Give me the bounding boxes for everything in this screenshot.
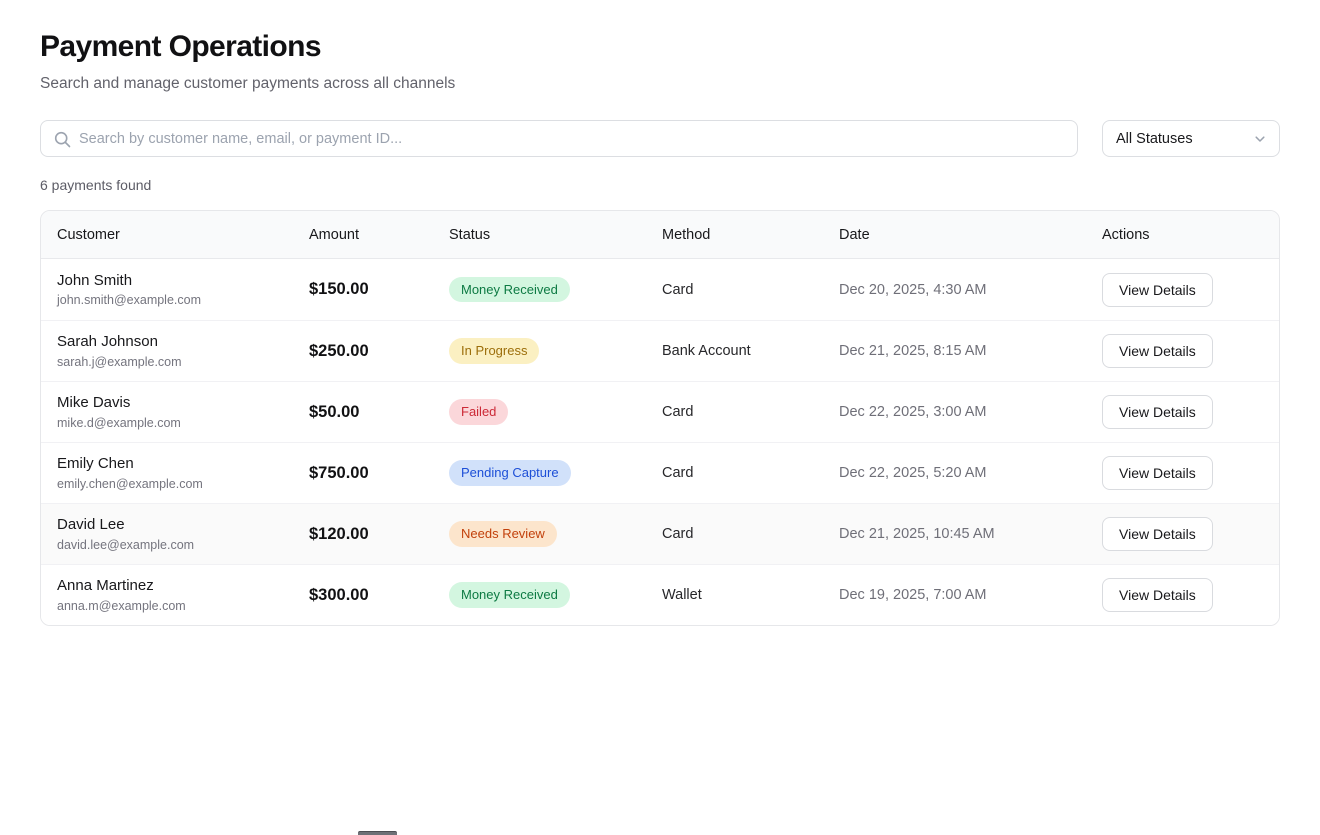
amount-cell: $300.00 bbox=[309, 585, 369, 604]
amount-cell: $750.00 bbox=[309, 463, 369, 482]
partial-element-artifact bbox=[358, 831, 397, 835]
view-details-button[interactable]: View Details bbox=[1102, 272, 1213, 307]
column-header: Actions bbox=[1102, 226, 1150, 243]
amount-cell: $150.00 bbox=[309, 280, 369, 298]
table-row: Sarah Johnson sarah.j@example.com $250.0… bbox=[41, 320, 1279, 381]
search-input[interactable] bbox=[41, 121, 1077, 156]
actions-cell: View Details bbox=[1102, 578, 1263, 612]
status-cell: Needs Review bbox=[449, 521, 662, 547]
status-cell: Pending Capture bbox=[449, 460, 662, 486]
results-count: 6 payments found bbox=[40, 177, 152, 193]
date-cell: Dec 22, 2025, 5:20 AM bbox=[839, 465, 987, 481]
method-cell: Card bbox=[662, 526, 694, 542]
status-filter-select[interactable]: All Statuses bbox=[1102, 120, 1280, 157]
column-header: Customer bbox=[57, 226, 120, 243]
table-row: David Lee david.lee@example.com $120.00 … bbox=[41, 503, 1279, 564]
customer-email: emily.chen@example.com bbox=[57, 476, 203, 491]
amount-cell: $120.00 bbox=[309, 524, 369, 543]
search-box bbox=[40, 120, 1078, 157]
customer-name: Mike Davis bbox=[57, 394, 131, 412]
column-header: Amount bbox=[309, 226, 359, 243]
view-details-button[interactable]: View Details bbox=[1102, 395, 1213, 429]
customer-name: David Lee bbox=[57, 516, 125, 534]
page-title: Payment Operations bbox=[40, 30, 322, 63]
view-details-button[interactable]: View Details bbox=[1102, 456, 1213, 490]
customer-email: john.smith@example.com bbox=[57, 293, 201, 308]
actions-cell: View Details bbox=[1102, 334, 1263, 368]
table-row: John Smith john.smith@example.com $150.0… bbox=[41, 259, 1279, 320]
actions-cell: View Details bbox=[1102, 272, 1263, 307]
search-icon bbox=[54, 131, 71, 148]
customer-name: John Smith bbox=[57, 271, 133, 289]
customer-cell: Sarah Johnson sarah.j@example.com bbox=[57, 333, 309, 369]
payment-operations-page: Payment Operations Search and manage cus… bbox=[40, 30, 1280, 626]
status-cell: In Progress bbox=[449, 338, 662, 364]
status-badge: Needs Review bbox=[449, 521, 557, 547]
column-header: Date bbox=[839, 226, 870, 243]
customer-name: Anna Martinez bbox=[57, 577, 154, 595]
customer-name: Sarah Johnson bbox=[57, 333, 158, 351]
column-header: Status bbox=[449, 226, 491, 243]
customer-cell: Anna Martinez anna.m@example.com bbox=[57, 577, 309, 613]
status-cell: Money Received bbox=[449, 276, 662, 303]
payments-table: Customer Amount Status Method Date Actio… bbox=[40, 210, 1280, 626]
date-cell: Dec 20, 2025, 4:30 AM bbox=[839, 281, 987, 298]
table-header-row: Customer Amount Status Method Date Actio… bbox=[41, 211, 1279, 259]
actions-cell: View Details bbox=[1102, 517, 1263, 551]
status-cell: Money Received bbox=[449, 582, 662, 608]
method-cell: Card bbox=[662, 281, 694, 298]
date-cell: Dec 19, 2025, 7:00 AM bbox=[839, 587, 987, 603]
actions-cell: View Details bbox=[1102, 456, 1263, 490]
customer-cell: Emily Chen emily.chen@example.com bbox=[57, 455, 309, 491]
customer-cell: Mike Davis mike.d@example.com bbox=[57, 394, 309, 430]
customer-email: sarah.j@example.com bbox=[57, 354, 182, 369]
method-cell: Card bbox=[662, 404, 694, 420]
table-row: Emily Chen emily.chen@example.com $750.0… bbox=[41, 442, 1279, 503]
status-badge: In Progress bbox=[449, 338, 540, 364]
controls-row: All Statuses bbox=[40, 120, 1280, 157]
column-header: Method bbox=[662, 226, 711, 243]
view-details-button[interactable]: View Details bbox=[1102, 517, 1213, 551]
method-cell: Wallet bbox=[662, 587, 702, 603]
amount-cell: $50.00 bbox=[309, 402, 360, 421]
chevron-down-icon bbox=[1255, 135, 1265, 142]
method-cell: Bank Account bbox=[662, 343, 751, 359]
status-badge: Pending Capture bbox=[449, 460, 571, 486]
status-badge: Money Received bbox=[449, 582, 570, 608]
customer-cell: David Lee david.lee@example.com bbox=[57, 516, 309, 552]
actions-cell: View Details bbox=[1102, 395, 1263, 429]
view-details-button[interactable]: View Details bbox=[1102, 334, 1213, 368]
customer-cell: John Smith john.smith@example.com bbox=[57, 272, 309, 308]
page-subtitle: Search and manage customer payments acro… bbox=[40, 75, 456, 92]
view-details-button[interactable]: View Details bbox=[1102, 578, 1213, 612]
amount-cell: $250.00 bbox=[309, 341, 369, 360]
customer-email: anna.m@example.com bbox=[57, 598, 186, 613]
table-row: Mike Davis mike.d@example.com $50.00 Fai… bbox=[41, 381, 1279, 442]
status-cell: Failed bbox=[449, 399, 662, 425]
customer-email: mike.d@example.com bbox=[57, 415, 181, 430]
date-cell: Dec 21, 2025, 8:15 AM bbox=[839, 343, 987, 359]
status-badge: Money Received bbox=[449, 276, 570, 303]
status-badge: Failed bbox=[449, 399, 509, 425]
date-cell: Dec 22, 2025, 3:00 AM bbox=[839, 404, 987, 420]
customer-email: david.lee@example.com bbox=[57, 537, 195, 552]
table-body: John Smith john.smith@example.com $150.0… bbox=[41, 259, 1279, 625]
customer-name: Emily Chen bbox=[57, 455, 134, 473]
date-cell: Dec 21, 2025, 10:45 AM bbox=[839, 526, 995, 542]
status-filter-value: All Statuses bbox=[1116, 130, 1193, 147]
table-row: Anna Martinez anna.m@example.com $300.00… bbox=[41, 564, 1279, 625]
method-cell: Card bbox=[662, 465, 694, 481]
